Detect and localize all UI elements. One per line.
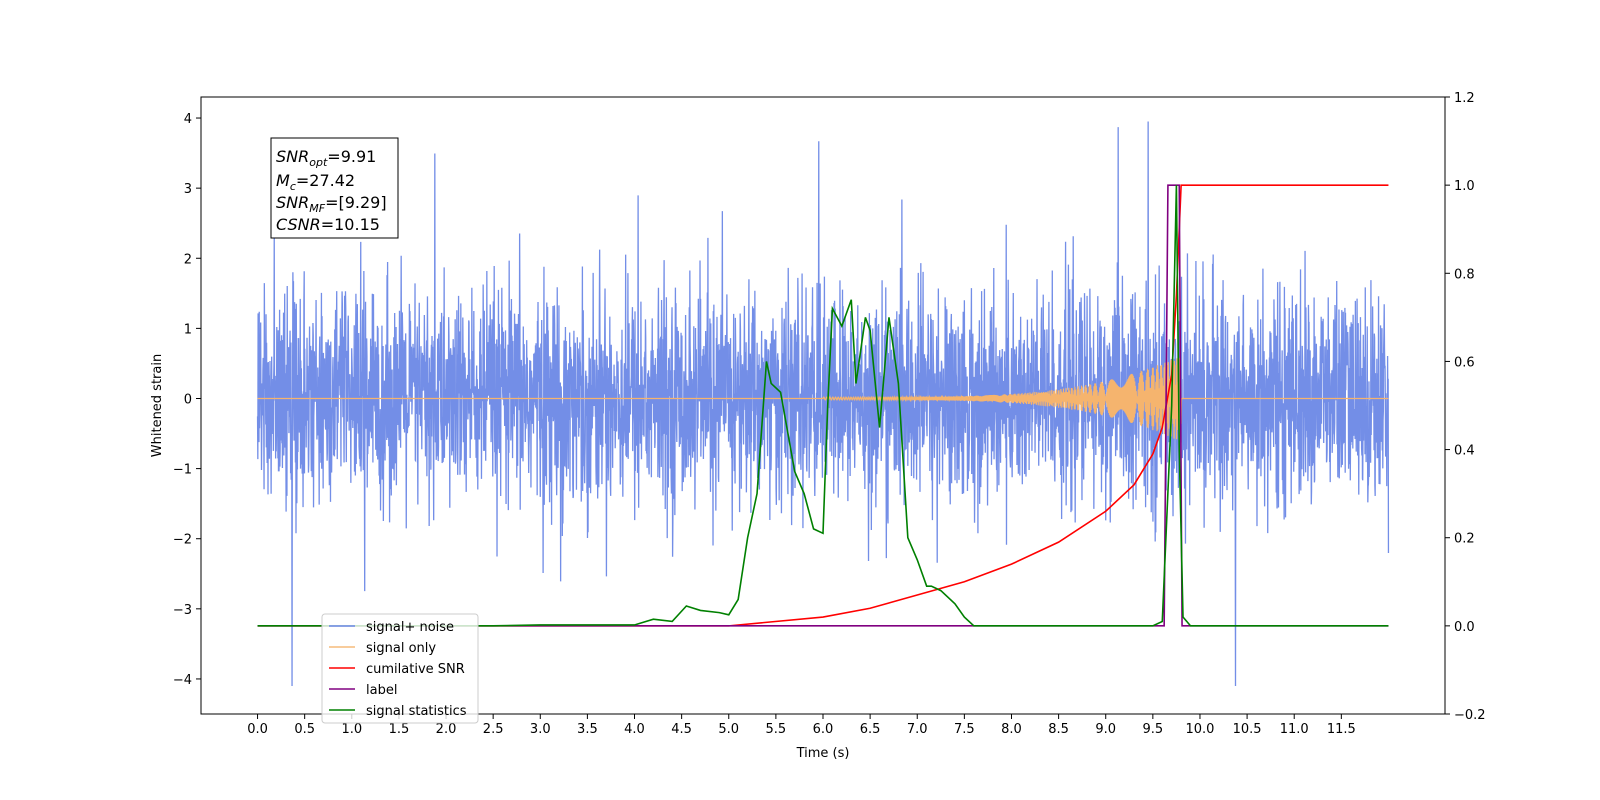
x-tick-label: 8.5 (1048, 722, 1069, 737)
x-tick-label: 5.5 (766, 722, 787, 737)
y-axis-right: 1.2 1.0 0.8 0.6 0.4 0.2 0.0 −0.2 (1445, 91, 1486, 723)
mc-annotation: Mc=27.42 (276, 171, 355, 193)
x-tick-label: 9.0 (1095, 722, 1116, 737)
x-tick-label: 1.5 (389, 722, 410, 737)
x-tick-label: 10.5 (1233, 722, 1262, 737)
x-tick-label: 2.0 (436, 722, 457, 737)
x-tick-label: 10.0 (1185, 722, 1214, 737)
legend-label-cumilative-snr: cumilative SNR (366, 662, 465, 677)
x-tick-label: 6.5 (860, 722, 881, 737)
x-tick-label: 1.0 (341, 722, 362, 737)
x-tick-label: 11.5 (1327, 722, 1356, 737)
y-tick-label: −4 (173, 673, 192, 688)
x-tick-label: 6.0 (813, 722, 834, 737)
x-axis-label: Time (s) (796, 746, 850, 761)
legend-label-signal-statistics: signal statistics (366, 704, 467, 719)
legend-label-signal-only: signal only (366, 641, 436, 656)
y-axis-left: 4 3 2 1 0 −1 −2 −3 −4 (173, 112, 201, 688)
csnr-annotation: CSNR=10.15 (276, 215, 380, 234)
y2-tick-label: 0.4 (1454, 444, 1475, 459)
x-tick-label: 11.0 (1280, 722, 1309, 737)
legend-label-signal-noise: signal+ noise (366, 620, 454, 635)
snr-mf-annotation: SNRMF=[9.29] (276, 193, 387, 215)
y2-tick-label: −0.2 (1454, 708, 1486, 723)
x-tick-label: 7.5 (954, 722, 975, 737)
y2-tick-label: 0.8 (1454, 267, 1475, 282)
snr-opt-annotation: SNRopt=9.91 (276, 147, 376, 169)
y-tick-label: 2 (184, 252, 192, 267)
x-tick-label: 9.5 (1143, 722, 1164, 737)
legend: signal+ noise signal only cumilative SNR la… (321, 613, 479, 724)
x-tick-label: 8.0 (1001, 722, 1022, 737)
x-axis: 0.0 0.5 1.0 1.5 2.0 2.5 3.0 3.5 4.0 4.5 5.0 5.5 6.0 6… (247, 714, 1356, 737)
legend-label-label: label (366, 683, 397, 698)
x-tick-label: 4.0 (624, 722, 645, 737)
x-tick-label: 4.5 (671, 722, 692, 737)
plot-area (256, 121, 1390, 686)
y-tick-label: 1 (184, 322, 192, 337)
y-tick-label: −1 (173, 463, 192, 478)
x-tick-label: 0.0 (247, 722, 268, 737)
y-tick-label: −2 (173, 533, 192, 548)
y-axis-label: Whitened strain (150, 354, 165, 457)
series-signal-only-line (257, 357, 1389, 441)
y2-tick-label: 1.2 (1454, 91, 1475, 106)
y-tick-label: 4 (184, 112, 192, 127)
x-tick-label: 2.5 (483, 722, 504, 737)
y2-tick-label: 0.6 (1454, 355, 1475, 370)
y2-tick-label: 1.0 (1454, 179, 1475, 194)
y-tick-label: 3 (184, 182, 192, 197)
x-tick-label: 3.5 (577, 722, 598, 737)
x-tick-label: 3.0 (530, 722, 551, 737)
x-tick-label: 0.5 (294, 722, 315, 737)
y-tick-label: 0 (184, 392, 192, 407)
x-tick-label: 5.0 (718, 722, 739, 737)
series-signal-noise-line (256, 121, 1390, 686)
stats-annotation-box: SNRopt=9.91 Mc=27.42 SNRMF=[9.29] CSNR=1… (270, 137, 399, 239)
legend-frame (321, 613, 479, 724)
y-tick-label: −3 (173, 603, 192, 618)
series-signal-statistics-line (257, 185, 1389, 627)
series-cumilative-snr-line (257, 184, 1389, 627)
y2-tick-label: 0.2 (1454, 532, 1475, 547)
x-tick-label: 7.0 (907, 722, 928, 737)
y2-tick-label: 0.0 (1454, 620, 1475, 635)
